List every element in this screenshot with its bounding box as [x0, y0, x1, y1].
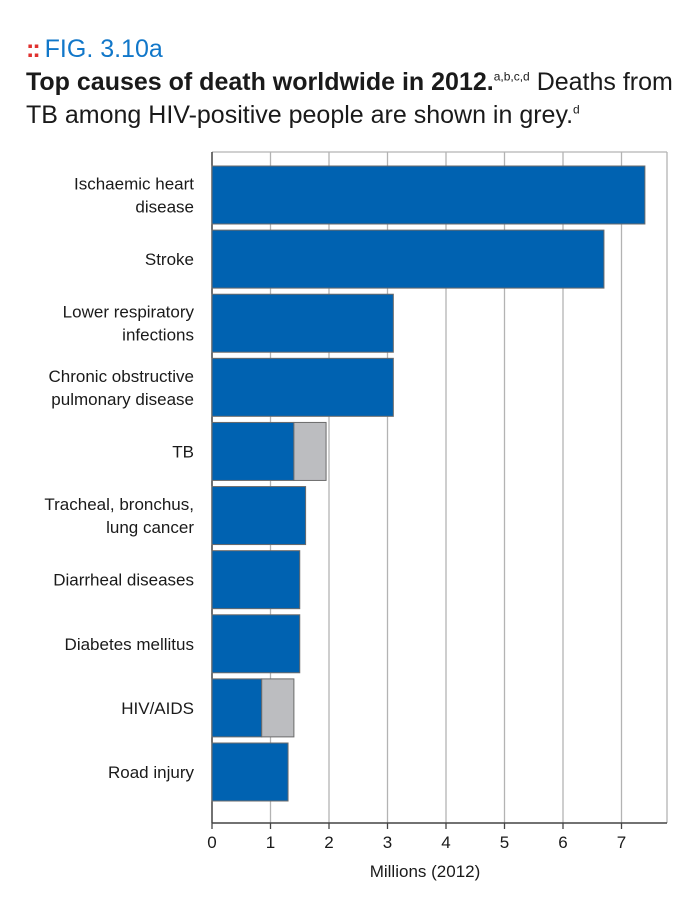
chart-title: Top causes of death worldwide in 2012.a,…	[26, 66, 676, 132]
bar-hiv-positive	[293, 421, 327, 481]
category-label: Tracheal, bronchus, lung cancer	[44, 495, 194, 537]
bar	[211, 550, 301, 610]
x-tick-label: 1	[266, 833, 275, 852]
bar	[211, 229, 605, 289]
x-tick-label: 5	[500, 833, 509, 852]
x-tick-label: 6	[558, 833, 567, 852]
x-tick-label: 2	[324, 833, 333, 852]
x-tick-label: 4	[441, 833, 450, 852]
bar	[211, 421, 295, 481]
category-label: Stroke	[145, 250, 194, 269]
chart-subtitle: Deaths from TB among HIV-positive people…	[26, 68, 673, 129]
bar-hiv-positive	[261, 678, 295, 738]
chart-title-bold: Top causes of death worldwide in 2012.	[26, 68, 494, 96]
figure-marker: ::	[26, 35, 41, 63]
bar	[211, 165, 646, 225]
figure-label: :: FIG. 3.10a	[26, 34, 163, 64]
category-label: Ischaemic heart disease	[74, 175, 194, 217]
category-label: Diarrheal diseases	[53, 571, 194, 590]
category-label: TB	[172, 442, 194, 461]
chart-title-footnotes: a,b,c,d	[493, 69, 530, 84]
category-label: Diabetes mellitus	[65, 635, 194, 654]
category-label: Lower respiratory infections	[63, 303, 195, 345]
chart-subtitle-footnote: d	[573, 102, 580, 117]
figure-number: FIG. 3.10a	[44, 35, 163, 63]
x-tick-label: 3	[383, 833, 392, 852]
bar	[211, 357, 394, 417]
category-label: HIV/AIDS	[121, 699, 194, 718]
bar	[211, 678, 263, 738]
bar	[211, 486, 307, 546]
bar	[211, 614, 301, 674]
bar	[211, 742, 289, 802]
bar	[211, 293, 394, 353]
x-tick-label: 7	[617, 833, 626, 852]
category-label: Chronic obstructive pulmonary disease	[48, 367, 194, 409]
x-axis-title: Millions (2012)	[370, 862, 481, 881]
x-tick-label: 0	[207, 833, 216, 852]
category-label: Road injury	[108, 763, 194, 782]
